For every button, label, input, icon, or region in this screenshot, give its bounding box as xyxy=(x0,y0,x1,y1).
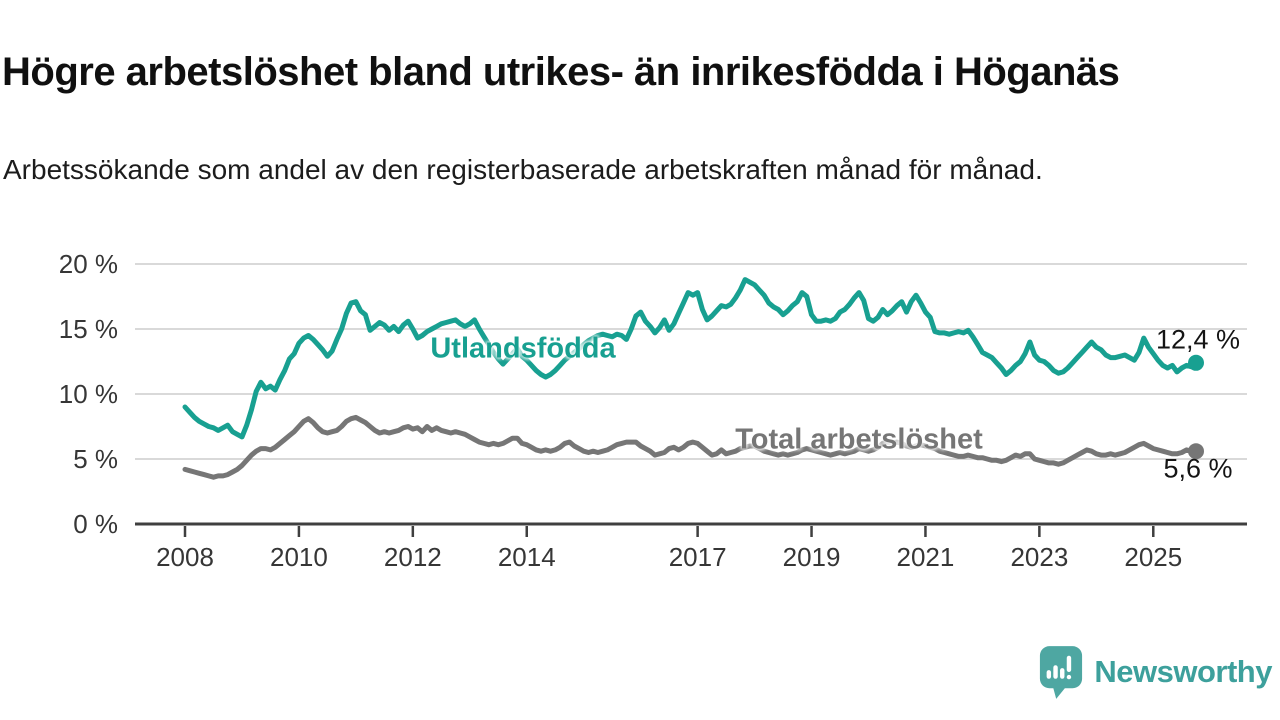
gridlines xyxy=(135,263,1247,460)
value-label-utlandsfodda: 12,4 % xyxy=(1155,324,1241,355)
svg-text:20 %: 20 % xyxy=(59,249,118,279)
svg-text:2008: 2008 xyxy=(156,542,214,572)
bar-chart-glyph xyxy=(1047,655,1072,680)
x-axis: 2008 2010 2012 2014 2017 2019 2021 2023 2025 xyxy=(135,522,1247,572)
svg-text:2023: 2023 xyxy=(1010,542,1068,572)
series-label-utlandsfodda: Utlandsfödda xyxy=(430,332,616,365)
newsworthy-logo: Newsworthy xyxy=(1038,644,1272,700)
svg-text:0 %: 0 % xyxy=(73,509,118,539)
newsworthy-logo-text: Newsworthy xyxy=(1094,654,1272,689)
svg-text:2014: 2014 xyxy=(498,542,556,572)
series-label-total-arbetsloshet: Total arbetslöshet xyxy=(735,423,983,456)
svg-text:2017: 2017 xyxy=(669,542,727,572)
chart-subtitle: Arbetssökande som andel av den registerb… xyxy=(3,154,1043,185)
svg-text:2021: 2021 xyxy=(897,542,955,572)
svg-text:15 %: 15 % xyxy=(59,314,118,344)
svg-text:2010: 2010 xyxy=(270,542,328,572)
chart-title: Högre arbetslöshet bland utrikes- än inr… xyxy=(2,49,1120,94)
value-label-total-arbetsloshet: 5,6 % xyxy=(1163,453,1233,484)
series-line-0 xyxy=(182,277,1204,440)
y-axis-labels: 0 % 5 % 10 % 15 % 20 % xyxy=(59,249,118,539)
svg-text:10 %: 10 % xyxy=(59,379,118,409)
series-line-1 xyxy=(182,414,1204,480)
svg-text:2019: 2019 xyxy=(783,542,841,572)
svg-text:5 %: 5 % xyxy=(73,444,118,474)
svg-text:2012: 2012 xyxy=(384,542,442,572)
svg-text:2025: 2025 xyxy=(1124,542,1182,572)
newsworthy-logo-icon xyxy=(1040,646,1083,699)
